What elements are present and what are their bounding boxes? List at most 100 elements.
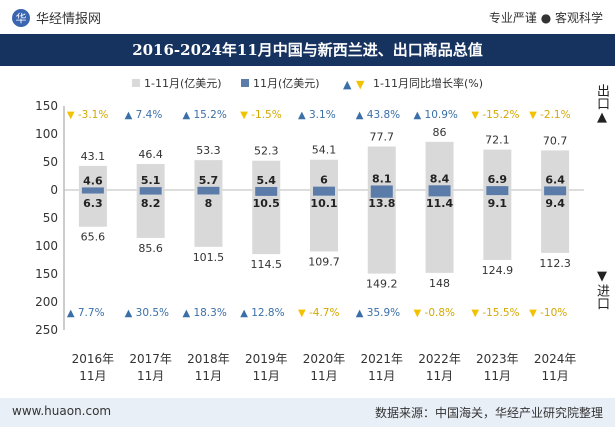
legend-down-icon: ▼ bbox=[356, 78, 365, 91]
export-cumulative-bar bbox=[136, 164, 165, 190]
import-cumulative-label: 148 bbox=[429, 277, 450, 290]
down-arrow-icon: ▼ bbox=[414, 308, 422, 319]
import-monthly-bar bbox=[139, 190, 162, 195]
x-tick-label-month: 11月 bbox=[79, 369, 106, 383]
y-tick-label: 0 bbox=[50, 183, 58, 197]
x-tick-label-year: 2020年 bbox=[303, 352, 346, 366]
bar-chart: 1-11月(亿美元) 11月(亿美元) ▲ ▼ 1-11月同比增长率(%) 150 100 5… bbox=[35, 76, 584, 383]
import-cumulative-bar bbox=[367, 190, 396, 274]
import-monthly-bar bbox=[255, 190, 278, 196]
export-cumulative-bar bbox=[367, 146, 396, 190]
import-growth-label: 12.8% bbox=[251, 307, 284, 319]
export-monthly-label: 5.4 bbox=[256, 174, 276, 187]
export-monthly-label: 8.1 bbox=[372, 172, 392, 185]
export-growth-label: 43.8% bbox=[367, 109, 400, 121]
export-cumulative-bar bbox=[194, 160, 223, 190]
up-arrow-icon: ▲ bbox=[298, 110, 306, 121]
export-monthly-label: 4.6 bbox=[83, 174, 103, 187]
import-cumulative-label: 112.3 bbox=[539, 257, 571, 270]
y-tick-label: 50 bbox=[43, 211, 58, 225]
legend-label-growth: 1-11月同比增长率(%) bbox=[373, 76, 483, 90]
export-monthly-bar bbox=[197, 186, 220, 190]
export-cumulative-label: 53.3 bbox=[196, 144, 221, 157]
x-tick-label-month: 11月 bbox=[253, 369, 280, 383]
import-monthly-label: 10.5 bbox=[253, 197, 280, 210]
y-tick-label: 150 bbox=[35, 267, 58, 281]
export-monthly-bar bbox=[428, 185, 451, 190]
export-growth-label: -3.1% bbox=[78, 109, 108, 121]
import-monthly-bar bbox=[544, 190, 567, 196]
export-cumulative-bar bbox=[310, 159, 338, 190]
export-monthly-bar bbox=[139, 187, 162, 190]
export-cumulative-label: 46.4 bbox=[138, 148, 163, 161]
up-arrow-icon: ▲ bbox=[125, 308, 133, 319]
x-tick-label-month: 11月 bbox=[368, 369, 395, 383]
import-cumulative-label: 114.5 bbox=[250, 258, 282, 271]
export-cumulative-bar bbox=[425, 141, 454, 190]
up-arrow-icon: ▲ bbox=[356, 308, 364, 319]
x-tick-label-month: 11月 bbox=[426, 369, 453, 383]
import-monthly-label: 9.4 bbox=[545, 197, 565, 210]
x-tick-label-year: 2023年 bbox=[476, 352, 519, 366]
import-cumulative-bar bbox=[136, 190, 165, 238]
import-cumulative-label: 65.6 bbox=[81, 231, 106, 244]
export-monthly-bar bbox=[255, 186, 278, 190]
export-monthly-label: 5.1 bbox=[141, 174, 161, 187]
up-arrow-icon: ▲ bbox=[182, 308, 190, 319]
import-monthly-bar bbox=[428, 190, 451, 197]
export-growth-label: -1.5% bbox=[251, 109, 281, 121]
y-tick-label: 100 bbox=[35, 239, 58, 253]
x-tick-label-year: 2019年 bbox=[245, 352, 288, 366]
import-cumulative-bar bbox=[425, 190, 454, 273]
down-arrow-icon: ▼ bbox=[471, 110, 479, 121]
export-growth-label: 7.4% bbox=[136, 109, 163, 121]
export-cumulative-bar bbox=[252, 160, 281, 190]
up-arrow-icon: ▲ bbox=[414, 110, 422, 121]
import-growth-label: -10% bbox=[540, 307, 567, 319]
up-arrow-icon: ▲ bbox=[182, 110, 190, 121]
x-tick-label-month: 11月 bbox=[541, 369, 568, 383]
import-monthly-bar bbox=[370, 190, 393, 198]
x-tick-label-year: 2021年 bbox=[361, 352, 404, 366]
export-growth-label: 15.2% bbox=[193, 109, 226, 121]
import-cumulative-bar bbox=[541, 190, 570, 253]
y-tick-label: 200 bbox=[35, 295, 58, 309]
export-cumulative-label: 52.3 bbox=[254, 145, 279, 158]
x-tick-label-year: 2018年 bbox=[187, 352, 230, 366]
chart-title: 2016-2024年11月中国与新西兰进、出口商品总值 bbox=[0, 34, 615, 66]
import-monthly-bar bbox=[197, 190, 220, 195]
export-monthly-label: 6 bbox=[320, 174, 328, 187]
import-growth-label: 18.3% bbox=[193, 307, 226, 319]
export-cumulative-label: 72.1 bbox=[485, 134, 510, 147]
export-cumulative-label: 43.1 bbox=[81, 150, 106, 163]
import-growth-label: -0.8% bbox=[425, 307, 455, 319]
import-cumulative-label: 109.7 bbox=[308, 255, 340, 268]
import-monthly-label: 8 bbox=[205, 197, 213, 210]
import-growth-label: -15.5% bbox=[482, 307, 519, 319]
brand-name: 华经情报网 bbox=[36, 12, 102, 27]
import-cumulative-label: 149.2 bbox=[366, 278, 398, 291]
x-tick-label-year: 2024年 bbox=[534, 352, 577, 366]
export-side-text: 出口 bbox=[594, 84, 609, 110]
legend-swatch-monthly bbox=[241, 79, 249, 87]
up-arrow-icon: ▲ bbox=[67, 308, 75, 319]
export-monthly-label: 6.4 bbox=[545, 173, 565, 186]
import-monthly-label: 8.2 bbox=[141, 197, 161, 210]
import-growth-label: 7.7% bbox=[78, 307, 105, 319]
x-tick-label-year: 2017年 bbox=[129, 352, 172, 366]
x-tick-label-month: 11月 bbox=[195, 369, 222, 383]
import-monthly-bar bbox=[313, 190, 335, 196]
import-monthly-label: 6.3 bbox=[83, 197, 103, 210]
export-cumulative-label: 70.7 bbox=[543, 134, 568, 147]
export-side-label: 出口 ▲ bbox=[594, 84, 610, 125]
x-tick-label-month: 11月 bbox=[484, 369, 511, 383]
export-monthly-bar bbox=[370, 185, 393, 190]
y-tick-label: 150 bbox=[35, 99, 58, 113]
import-cumulative-bar bbox=[310, 190, 338, 252]
down-arrow-icon: ▼ bbox=[529, 110, 537, 121]
x-tick-label-year: 2016年 bbox=[72, 352, 115, 366]
export-monthly-label: 6.9 bbox=[488, 173, 508, 186]
import-side-label: ▼ 进口 bbox=[594, 269, 610, 310]
footer: www.huaon.com 数据来源：中国海关，华经产业研究院整理 bbox=[0, 398, 615, 427]
x-tick-label-year: 2022年 bbox=[418, 352, 461, 366]
